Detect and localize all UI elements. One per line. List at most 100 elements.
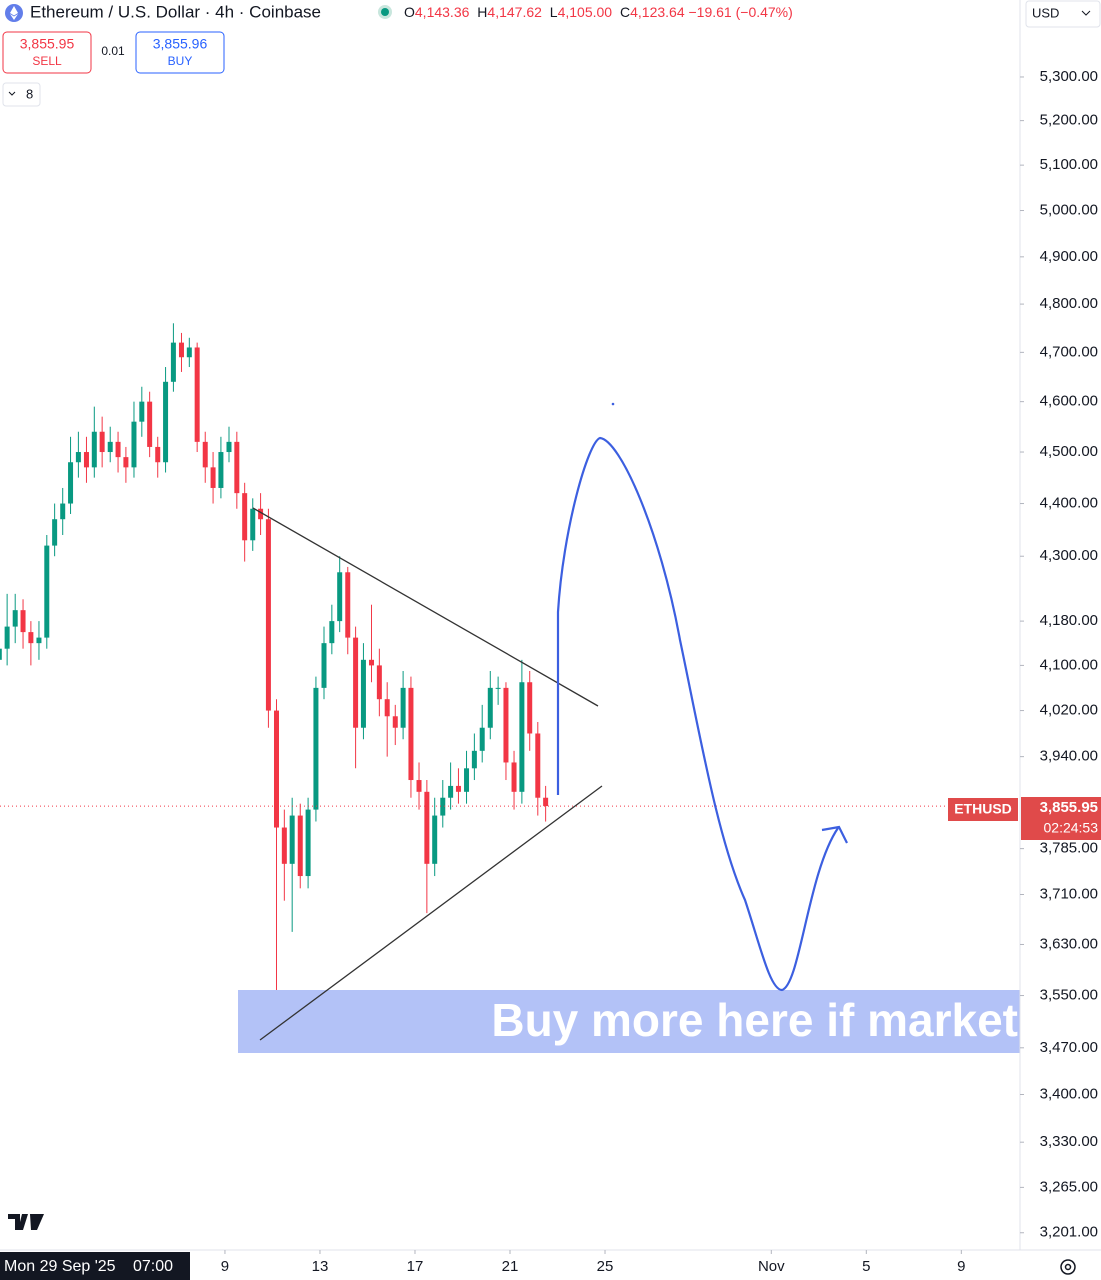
candle-body (250, 508, 256, 541)
currency-caret (1081, 10, 1091, 16)
candle-body (242, 493, 248, 541)
candle-body (392, 716, 398, 728)
candle-body (202, 441, 208, 468)
buy-button[interactable] (135, 31, 225, 74)
trendline-upper (252, 507, 599, 707)
x-tick-label: 9 (221, 1258, 229, 1275)
y-tick-label: 4,020.00 (1040, 702, 1098, 719)
projection-arrowhead (821, 825, 848, 844)
candle-body (226, 441, 232, 453)
candle-body (495, 687, 501, 689)
candle-body (384, 699, 390, 717)
last-price: 3,855.95 (1040, 799, 1098, 816)
ohlc-value: 4,143.36 (415, 4, 470, 20)
ohlc-key: H (477, 4, 487, 20)
countdown: 02:24:53 (1044, 820, 1099, 836)
symbol-icon-glyph (10, 6, 18, 20)
candle-body (448, 785, 454, 798)
sell-label[interactable]: SELL (32, 54, 62, 68)
settings-icon[interactable] (1060, 1259, 1076, 1275)
candle-body (297, 815, 303, 877)
candle-body (178, 342, 184, 358)
chart-title: Ethereum / U.S. Dollar · 4h · Coinbase (30, 2, 321, 21)
candle-body (68, 462, 74, 504)
candle-body (210, 467, 216, 488)
candle-body (464, 768, 470, 792)
y-tick-label: 4,600.00 (1040, 393, 1098, 410)
x-tick-label: 17 (407, 1258, 424, 1275)
candle-body (511, 762, 517, 792)
ohlc-value: 4,147.62 (487, 4, 542, 20)
symbol-label: ETHUSD (954, 801, 1012, 817)
candle-body (400, 687, 406, 728)
ohlc-key: C (620, 4, 630, 20)
candle-body (36, 637, 42, 644)
spread: 0.01 (101, 44, 125, 58)
crosshair-time: 07:00 (133, 1258, 173, 1275)
y-tick-label: 4,300.00 (1040, 547, 1098, 564)
candle-body (107, 441, 113, 453)
candle-body (321, 643, 327, 688)
x-tick-label: 21 (502, 1258, 519, 1275)
candle-body (170, 342, 176, 382)
candle-body (60, 503, 66, 520)
currency[interactable]: USD (1032, 5, 1059, 20)
candle-body (155, 446, 161, 463)
candle-body (20, 610, 26, 633)
candle-body (471, 750, 477, 769)
y-tick-label: 3,201.00 (1040, 1224, 1098, 1241)
buy-price[interactable]: 3,855.96 (153, 36, 208, 52)
candle-body (194, 347, 200, 442)
candle-body (369, 659, 375, 666)
indicators-caret (8, 91, 16, 96)
candle-body (139, 401, 145, 422)
ohlc-value: 4,105.00 (558, 4, 613, 20)
drawing-dot (611, 402, 615, 406)
candle-body (424, 791, 430, 864)
candle-body (281, 827, 287, 864)
candle-body (12, 610, 18, 627)
y-tick-label: 4,500.00 (1040, 443, 1098, 460)
indicators-toggle[interactable] (2, 82, 41, 107)
candle-body (543, 797, 549, 807)
candle-body (305, 809, 311, 877)
logo[interactable] (8, 1214, 44, 1230)
x-tick-label: Nov (758, 1258, 785, 1275)
y-tick-label: 5,000.00 (1040, 201, 1098, 218)
currency-button[interactable] (1025, 0, 1101, 28)
candle-body (503, 687, 509, 763)
candle-body (52, 519, 58, 546)
candle-body (455, 785, 461, 792)
crosshair-label-box (0, 1252, 190, 1280)
y-tick-label: 4,100.00 (1040, 656, 1098, 673)
candle-body (234, 441, 240, 494)
ohlc-key: O (404, 4, 415, 20)
sell-price[interactable]: 3,855.95 (20, 36, 75, 52)
candle-body (535, 733, 541, 798)
y-tick-label: 5,200.00 (1040, 112, 1098, 129)
y-tick-label: 3,710.00 (1040, 885, 1098, 902)
y-tick-label: 3,400.00 (1040, 1085, 1098, 1102)
settings-icon-core (1064, 1263, 1072, 1271)
y-tick-label: 4,400.00 (1040, 495, 1098, 512)
y-tick-label: 3,265.00 (1040, 1178, 1098, 1195)
indicators-count[interactable]: 8 (26, 86, 33, 101)
candle-body (83, 452, 89, 468)
sell-button[interactable] (2, 31, 92, 74)
y-tick-label: 3,330.00 (1040, 1133, 1098, 1150)
candle-body (329, 621, 335, 644)
y-tick-label: 5,100.00 (1040, 156, 1098, 173)
candle-body (131, 421, 137, 468)
buy-label[interactable]: BUY (168, 54, 193, 68)
candle-body (440, 797, 446, 816)
candle-body (337, 572, 343, 622)
candle-body (258, 508, 264, 520)
trendline-lower (259, 785, 603, 1041)
y-tick-label: 4,700.00 (1040, 343, 1098, 360)
y-tick-label: 3,550.00 (1040, 987, 1098, 1004)
y-tick-label: 3,940.00 (1040, 748, 1098, 765)
candle-body (28, 632, 34, 644)
candle-body (273, 710, 279, 828)
